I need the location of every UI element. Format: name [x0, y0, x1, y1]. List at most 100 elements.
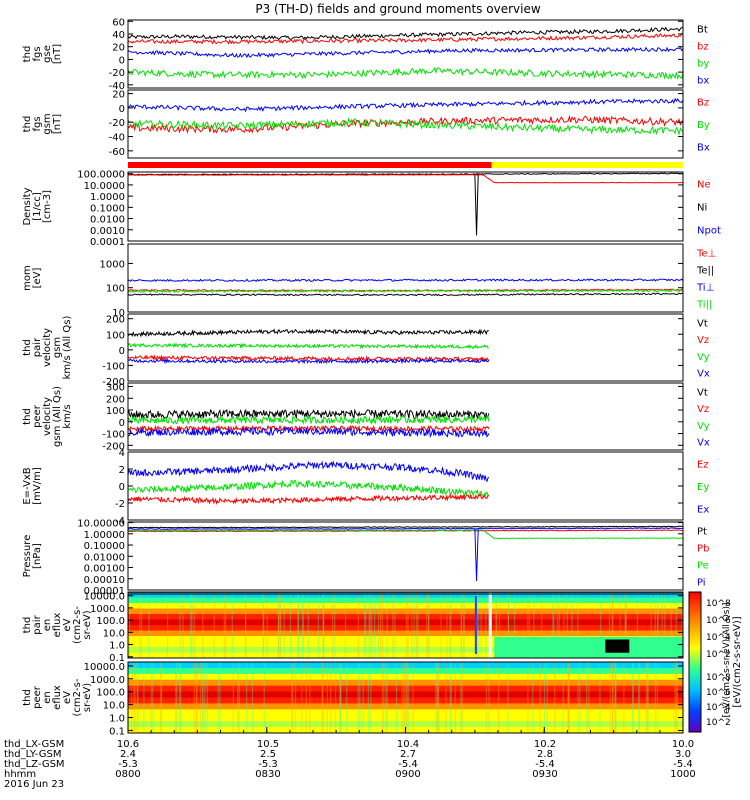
y-axis-label: (cm2-s- [72, 678, 83, 716]
spectrogram-column [334, 592, 336, 658]
spectrogram-column [150, 662, 152, 733]
y-tick-label: -200 [102, 441, 125, 452]
spectrogram-column [440, 592, 442, 658]
y-tick-label: 0.0100 [90, 215, 125, 226]
spectrogram-column [609, 662, 611, 733]
y-tick-label: 10.0000 [84, 181, 125, 192]
spectrogram-column [411, 592, 413, 658]
spectrogram-column [417, 592, 419, 658]
y-tick-label: 1.0 [109, 641, 125, 652]
y-tick-label: -60 [109, 147, 125, 158]
spectrogram-column [543, 662, 546, 733]
spectrogram-column [437, 662, 440, 733]
spectrogram-column [370, 662, 372, 733]
series-Ez-line [127, 492, 490, 506]
panel-frame [127, 19, 684, 89]
spectrogram-column [182, 592, 184, 658]
spectrogram-column [405, 592, 408, 658]
spectrogram-band [128, 709, 683, 716]
y-axis-label: E=-VxB [22, 467, 33, 504]
spectrogram-column [463, 592, 465, 658]
legend-label-Bx: Bx [697, 143, 710, 154]
spectrogram-band [128, 636, 683, 642]
spectrogram-column [450, 592, 452, 658]
spectrogram-column [289, 592, 292, 658]
legend-label-Npot: Npot [697, 226, 721, 237]
spectrogram-column [636, 592, 638, 658]
series-Ti||-line [127, 288, 684, 293]
spectrogram-column [461, 662, 463, 733]
spectrogram-column [309, 662, 311, 733]
y-tick-label: 0.01000 [84, 552, 125, 563]
y-tick-label: 40 [112, 30, 125, 41]
spectrogram-column [408, 662, 410, 733]
spectrogram-column [231, 592, 233, 658]
y-tick-label: -200 [102, 377, 125, 388]
legend-label-Vy: Vy [697, 352, 710, 363]
spectrogram-column [568, 662, 570, 733]
spectrogram-column [507, 662, 509, 733]
spectrogram-column [266, 592, 268, 658]
spectrogram-column [657, 592, 659, 658]
spectrogram-column [280, 592, 282, 658]
mode-bar-segment-0 [128, 162, 492, 168]
spectrogram-column [160, 662, 163, 733]
spectrogram-column [322, 592, 325, 658]
spectrogram-column [201, 662, 203, 733]
spectrogram-column [294, 662, 297, 733]
colorbar-tick-label: 10^2 [706, 718, 731, 728]
spectrogram-column [600, 592, 602, 658]
series-Pi-line [127, 527, 683, 530]
y-tick-label: 0.1 [109, 653, 125, 664]
spectrogram-column [152, 662, 154, 733]
spectrogram-band [128, 691, 683, 698]
y-axis-label: peer [32, 404, 43, 428]
spectrogram-column [436, 662, 438, 733]
spectrogram-column [614, 662, 617, 733]
spectrogram-column [654, 592, 656, 658]
spectrogram-column [139, 592, 141, 658]
spectrogram-column [614, 662, 616, 733]
y-tick-label: 0.10000 [84, 541, 125, 552]
y-axis-label: pair [32, 614, 43, 634]
pressure-dropout-spike [474, 528, 479, 582]
y-tick-label: 10.0 [103, 701, 125, 712]
spectrogram-column [371, 592, 373, 658]
y-tick-label: 20 [112, 90, 125, 101]
spectrogram-band [494, 636, 683, 658]
footer-value: 10.0 [672, 739, 694, 750]
spectrogram-column [645, 662, 647, 733]
spectrogram-column [279, 592, 281, 658]
colorbar-tick-label: 10^4 [706, 703, 731, 713]
spectrogram-column [454, 662, 456, 733]
footer-value: 0900 [395, 769, 420, 780]
spectrogram-column [137, 662, 139, 733]
spectrogram-column [647, 662, 649, 733]
y-axis-label: eflux [52, 613, 63, 638]
y-axis-label: Density [22, 187, 33, 225]
spectrogram-column [488, 662, 490, 733]
spectrogram-column [364, 592, 366, 658]
spectrogram-column [326, 662, 328, 733]
spectrogram-column [340, 662, 342, 733]
y-axis-label: [mV/m] [32, 467, 43, 505]
spectrogram-column [291, 662, 293, 733]
spectrogram-column [190, 592, 192, 658]
y-tick-label: 0 [119, 104, 125, 115]
spectrogram-column [507, 592, 510, 658]
colorbar-label: [eV/(cm2-s-sr-eV)(All Qs)] [722, 603, 732, 718]
spectrogram-column [321, 662, 323, 733]
spectrogram-column [450, 662, 452, 733]
footer-value: -5.4 [535, 759, 555, 770]
panel-4: 200 100 0 -100 -200 thd pair velocity gsm km/s (A… [22, 313, 710, 388]
spectrogram-column [612, 662, 614, 733]
spectrogram-column [612, 662, 614, 733]
spectrogram-column [301, 662, 303, 733]
series-bx-line [127, 46, 684, 59]
spectrogram-band [128, 603, 683, 609]
ephemeris-footer: thd_LX-GSM 10.6 10.5 10.4 10.2 10.0 thd_LY-GSM… [4, 739, 696, 790]
colorbar-tick-label: 10^6 [706, 616, 731, 626]
spectrogram-column [362, 662, 364, 733]
footer-row-label: thd_LZ-GSM [4, 759, 65, 770]
spectrogram-column [407, 592, 409, 658]
